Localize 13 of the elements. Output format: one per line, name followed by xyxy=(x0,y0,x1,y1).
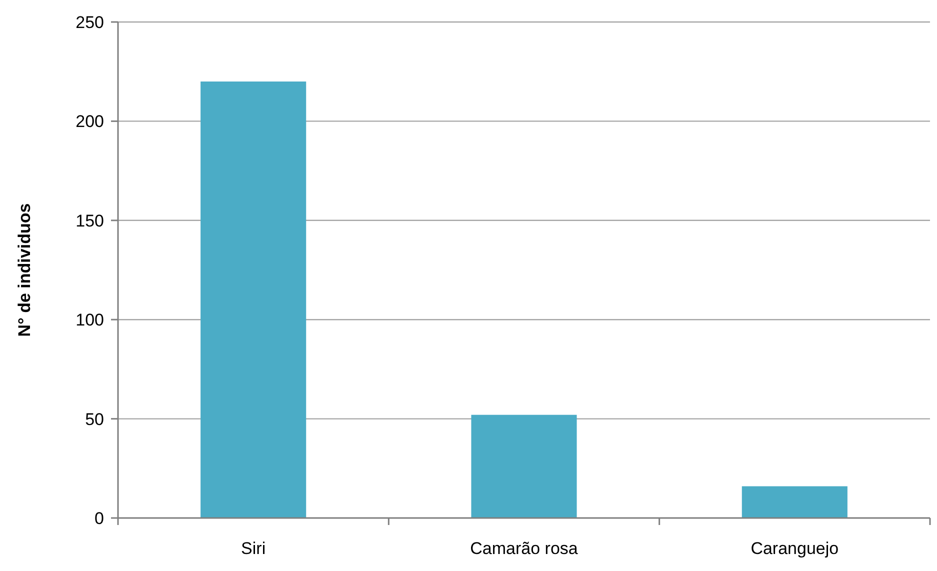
y-axis-title: N° de individuos xyxy=(15,203,34,337)
y-tick-label: 200 xyxy=(76,112,104,132)
y-tick-label: 50 xyxy=(85,410,104,429)
y-tick-label: 100 xyxy=(76,310,104,330)
y-tick-label: 0 xyxy=(94,508,104,528)
x-tick-label: Camarão rosa xyxy=(470,539,578,558)
x-tick-label: Caranguejo xyxy=(750,539,839,558)
y-tick-label: 150 xyxy=(76,211,104,230)
x-tick-label: Siri xyxy=(241,539,266,558)
bar xyxy=(742,486,848,518)
y-tick-label: 250 xyxy=(76,12,104,32)
bar xyxy=(200,82,306,518)
bar xyxy=(471,414,577,518)
